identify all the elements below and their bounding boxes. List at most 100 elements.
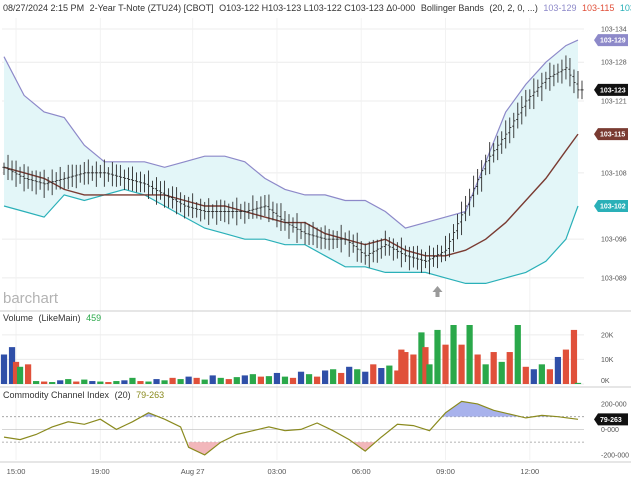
header-lower-value: 103-102 — [620, 3, 631, 13]
price-bar — [576, 71, 580, 99]
price-bar — [307, 223, 311, 246]
price-bar — [255, 200, 259, 219]
volume-bar — [482, 364, 489, 384]
price-bar — [14, 160, 18, 187]
price-bar — [259, 196, 263, 220]
price-bar — [476, 169, 480, 195]
volume-subtitle: (LikeMain) — [39, 313, 81, 323]
price-bar — [459, 201, 464, 236]
price-bar — [227, 203, 231, 225]
volume-bar — [8, 347, 16, 384]
upper-band-tag-bg — [594, 34, 628, 47]
price-bar — [496, 135, 500, 161]
price-bar — [46, 176, 50, 191]
price-bar — [299, 222, 303, 240]
volume-bar — [129, 377, 136, 384]
price-bar — [138, 171, 143, 193]
cci-y-tick-label: 200-000 — [601, 401, 627, 408]
price-bar — [323, 225, 327, 249]
volume-bar — [370, 364, 377, 384]
price-bar — [231, 201, 235, 219]
last-price-tag-bg — [594, 83, 628, 96]
header-ohlc: O103-122 H103-123 L103-122 C103-123 Δ0-0… — [219, 3, 415, 13]
price-bar — [367, 241, 371, 268]
price-bar — [395, 242, 399, 259]
price-bar — [423, 251, 428, 269]
price-bar — [524, 89, 528, 117]
price-bar — [215, 200, 219, 225]
price-bar — [548, 62, 552, 91]
price-bar — [211, 204, 215, 219]
chart-header: 08/27/2024 2:15 PM 2-Year T-Note (ZTU24)… — [3, 3, 631, 13]
price-bar — [468, 188, 472, 216]
price-bar — [126, 167, 131, 191]
price-bar — [70, 164, 74, 187]
barchart-logo: barchart — [3, 290, 59, 307]
price-bar — [134, 172, 139, 193]
volume-bar — [442, 344, 449, 384]
volume-bar — [105, 382, 112, 384]
price-bar — [26, 166, 30, 189]
price-bar — [263, 194, 267, 217]
volume-bar — [281, 376, 289, 384]
volume-bar — [402, 352, 409, 384]
price-bar — [2, 162, 6, 176]
price-bar — [568, 57, 572, 87]
volume-bar — [97, 381, 104, 384]
volume-y-tick-label: 0K — [601, 378, 610, 385]
volume-bar — [233, 377, 240, 384]
volume-bar — [498, 361, 505, 384]
cci-negative-area — [353, 442, 376, 452]
price-bar — [331, 230, 335, 250]
cci-positive-area — [142, 412, 157, 417]
price-bar — [78, 164, 82, 183]
volume-bar — [574, 382, 582, 384]
price-tags: 103-129 103-123 103-115 103-102 — [594, 34, 628, 212]
volume-bar — [49, 382, 56, 384]
volume-bar — [305, 374, 313, 384]
price-bar — [98, 164, 102, 178]
bollinger-band-fill — [4, 40, 578, 284]
price-bar — [166, 188, 171, 208]
price-bar — [500, 131, 504, 154]
volume-bar — [354, 369, 361, 384]
volume-bar — [16, 366, 24, 384]
cci-y-axis: 200-000 0-000 -200-000 79-263 — [594, 401, 629, 459]
price-bar — [195, 202, 199, 218]
volume-bar — [362, 371, 369, 384]
cci-fills — [142, 401, 556, 455]
volume-bar — [81, 379, 88, 384]
price-bar — [375, 239, 379, 263]
price-bar — [407, 246, 411, 271]
cci-negative-area — [188, 442, 219, 455]
price-bar — [130, 166, 135, 191]
cci-positive-area — [443, 401, 520, 417]
volume-bar — [398, 349, 405, 384]
price-bar — [10, 160, 14, 181]
price-bar — [379, 238, 383, 259]
header-middle-value: 103-115 — [582, 3, 614, 13]
volume-bar — [257, 376, 265, 384]
volume-bar — [313, 376, 321, 384]
price-bar — [572, 69, 576, 94]
price-bar — [355, 232, 359, 262]
volume-y-axis: 20K 10K 0K — [601, 332, 614, 385]
middle-band-tag-label: 103-115 — [600, 132, 625, 139]
price-bar — [544, 71, 548, 90]
price-bar — [82, 162, 86, 185]
up-arrow-icon — [432, 286, 443, 297]
volume-bar — [434, 329, 441, 384]
price-bar — [327, 228, 331, 251]
price-bar — [431, 247, 436, 267]
price-bar — [219, 199, 223, 222]
volume-bar — [185, 376, 192, 384]
price-bar — [94, 161, 98, 187]
price-bar — [411, 246, 416, 268]
price-bar — [223, 200, 227, 223]
price-bar — [339, 224, 343, 253]
volume-bar — [169, 377, 176, 384]
price-bar — [291, 217, 295, 233]
volume-bar — [321, 370, 329, 384]
price-bar — [528, 89, 532, 110]
price-bar — [154, 177, 159, 205]
